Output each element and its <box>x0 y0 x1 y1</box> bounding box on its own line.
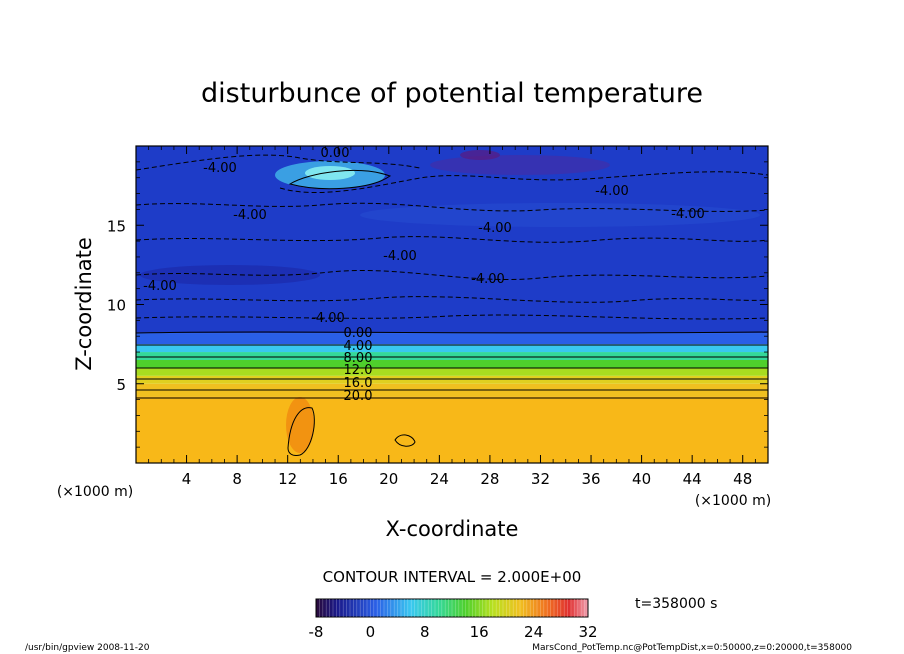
contour-label: 4.00 <box>344 339 373 354</box>
contour-label: 20.0 <box>344 389 373 404</box>
field-layer <box>136 359 768 368</box>
x-tick-label: 28 <box>480 470 499 488</box>
colorbar-tick-label: 8 <box>420 623 430 641</box>
contour-label: -4.00 <box>383 249 417 264</box>
x-tick-label: 36 <box>581 470 600 488</box>
field-layer <box>136 367 768 376</box>
contour-interval-text: CONTOUR INTERVAL = 2.000E+00 <box>323 568 582 586</box>
colorbar-tick-label: 16 <box>470 623 489 641</box>
colorbar-tick-label: 32 <box>578 623 597 641</box>
warm-top-blob <box>430 155 610 175</box>
colorbar-tick-label: 0 <box>366 623 376 641</box>
y-axis: 5 10 15 <box>107 161 768 448</box>
colorbar-tick-label: 24 <box>524 623 543 641</box>
x-tick-label: 44 <box>683 470 702 488</box>
contour-label: -4.00 <box>203 161 237 176</box>
contour-label: -4.00 <box>143 279 177 294</box>
y-tick-label: 10 <box>107 297 126 315</box>
contour-lines <box>136 154 768 456</box>
colorbar-gradient <box>315 598 589 618</box>
y-tick-label: 15 <box>107 217 126 235</box>
contour-label: 12.0 <box>344 363 373 378</box>
contour-label: -4.00 <box>478 221 512 236</box>
contour-label: -4.00 <box>471 272 505 287</box>
contour-labels: 0.00 -4.00 -4.00 -4.00 -4.00 -4.00 -4.00… <box>143 146 705 404</box>
y-tick-label: 5 <box>116 376 126 394</box>
field-layer <box>136 352 768 360</box>
contour-label: -4.00 <box>233 208 267 223</box>
x-unit-right: (×1000 m) <box>695 493 771 509</box>
x-tick-label: 20 <box>379 470 398 488</box>
contour-label: -4.00 <box>595 184 629 199</box>
x-tick-label: 16 <box>329 470 348 488</box>
y-axis-label: Z-coordinate <box>72 237 96 371</box>
x-axis-label: X-coordinate <box>386 517 519 541</box>
contour-label: 0.00 <box>321 146 350 161</box>
field-layer <box>136 333 768 345</box>
field-layer <box>136 396 768 463</box>
contour-label: -4.00 <box>311 311 345 326</box>
time-text: t=358000 s <box>635 596 717 612</box>
x-tick-label: 12 <box>278 470 297 488</box>
colorbar: -8 0 8 16 24 32 <box>309 598 598 641</box>
warm-plume <box>286 397 314 453</box>
x-unit-left: (×1000 m) <box>57 484 133 500</box>
colorbar-tick-label: -8 <box>309 623 324 641</box>
x-tick-label: 40 <box>632 470 651 488</box>
contour-label: -4.00 <box>671 207 705 222</box>
dark-band <box>140 265 320 285</box>
x-tick-label: 48 <box>733 470 752 488</box>
plot-area: 0.00 -4.00 -4.00 -4.00 -4.00 -4.00 -4.00… <box>136 146 768 463</box>
footer-left: /usr/bin/gpview 2008-11-20 <box>25 643 150 653</box>
field-layer <box>136 375 768 384</box>
contour-label: 8.00 <box>344 351 373 366</box>
x-tick-label: 8 <box>232 470 242 488</box>
x-tick-label: 32 <box>531 470 550 488</box>
field-layer <box>136 344 768 353</box>
x-tick-label: 4 <box>182 470 192 488</box>
footer-right: MarsCond_PotTemp.nc@PotTempDist,x=0:5000… <box>532 643 852 653</box>
contour-label: 16.0 <box>344 376 373 391</box>
chart-title: disturbunce of potential temperature <box>201 78 703 109</box>
cold-anomaly-core <box>305 166 355 180</box>
x-axis: 4 8 12 16 20 24 28 32 36 40 44 48 <box>148 146 756 488</box>
contour-label: 0.00 <box>344 326 373 341</box>
x-tick-label: 24 <box>430 470 449 488</box>
top-purple-blob <box>460 150 500 160</box>
